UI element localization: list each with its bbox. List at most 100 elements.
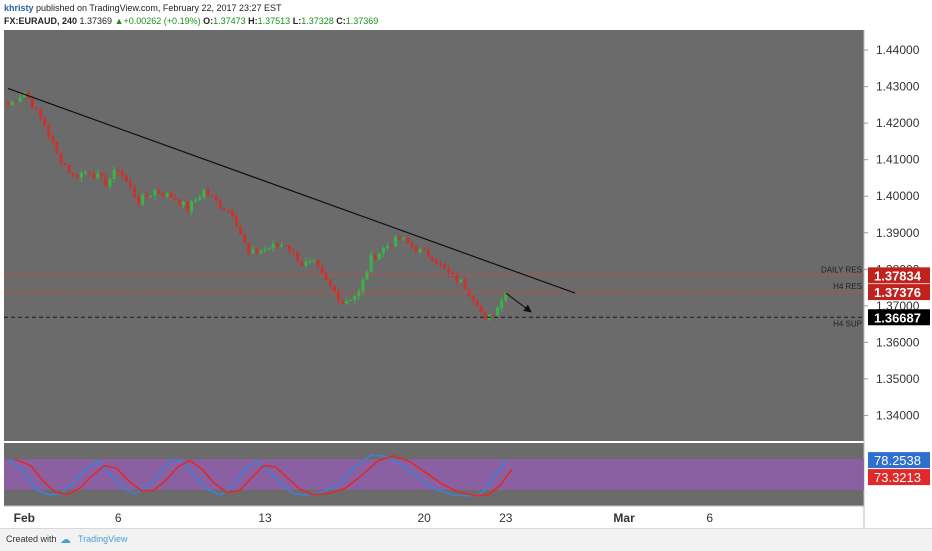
bull-candle-body[interactable] <box>308 260 312 262</box>
bear-candle-body[interactable] <box>247 242 251 254</box>
bear-candle-body[interactable] <box>169 192 173 198</box>
bear-candle-body[interactable] <box>124 176 128 182</box>
bull-candle-body[interactable] <box>190 201 194 212</box>
bear-candle-body[interactable] <box>443 263 447 269</box>
bear-candle-body[interactable] <box>328 280 332 286</box>
bear-candle-body[interactable] <box>71 172 75 175</box>
bear-candle-body[interactable] <box>186 201 190 212</box>
bear-candle-body[interactable] <box>116 170 120 172</box>
stoch-d-line[interactable] <box>14 455 513 497</box>
bear-candle-body[interactable] <box>145 195 149 197</box>
bear-candle-body[interactable] <box>422 248 426 250</box>
bear-candle-body[interactable] <box>128 181 132 188</box>
bull-candle-body[interactable] <box>369 254 373 272</box>
bear-candle-body[interactable] <box>463 279 467 290</box>
bear-candle-body[interactable] <box>6 102 10 105</box>
bear-candle-body[interactable] <box>434 260 438 264</box>
bear-candle-body[interactable] <box>51 136 55 143</box>
bull-candle-body[interactable] <box>194 200 198 202</box>
bull-candle-body[interactable] <box>84 172 88 174</box>
bear-candle-body[interactable] <box>75 174 79 178</box>
bull-candle-body[interactable] <box>141 195 145 205</box>
bear-candle-body[interactable] <box>88 172 92 174</box>
bear-candle-body[interactable] <box>398 236 402 239</box>
author-name[interactable]: khristy <box>4 3 34 13</box>
bear-candle-body[interactable] <box>426 249 430 257</box>
bear-candle-body[interactable] <box>206 189 210 196</box>
bear-candle-body[interactable] <box>483 311 487 320</box>
bull-candle-body[interactable] <box>496 307 500 316</box>
bear-candle-body[interactable] <box>373 254 377 260</box>
bull-candle-body[interactable] <box>267 247 271 249</box>
bear-candle-body[interactable] <box>336 291 340 301</box>
bull-candle-body[interactable] <box>263 248 267 251</box>
bull-candle-body[interactable] <box>345 301 349 304</box>
bear-candle-body[interactable] <box>230 210 234 216</box>
bear-candle-body[interactable] <box>296 251 300 262</box>
bear-candle-body[interactable] <box>275 243 279 246</box>
bear-candle-body[interactable] <box>479 306 483 312</box>
bull-candle-body[interactable] <box>381 248 385 254</box>
bear-candle-body[interactable] <box>283 245 287 247</box>
bear-candle-body[interactable] <box>492 314 496 316</box>
down-arrow[interactable] <box>505 292 532 313</box>
bull-candle-body[interactable] <box>165 192 169 197</box>
bear-candle-body[interactable] <box>63 163 67 166</box>
bull-candle-body[interactable] <box>385 246 389 249</box>
bear-candle-body[interactable] <box>161 193 165 197</box>
bear-candle-body[interactable] <box>410 243 414 247</box>
bear-candle-body[interactable] <box>157 190 161 194</box>
bull-candle-body[interactable] <box>418 248 422 253</box>
bear-candle-body[interactable] <box>332 285 336 292</box>
bull-candle-body[interactable] <box>304 261 308 266</box>
bear-candle-body[interactable] <box>324 273 328 281</box>
bear-candle-body[interactable] <box>30 98 34 109</box>
bull-candle-body[interactable] <box>394 236 398 247</box>
bear-candle-body[interactable] <box>320 266 324 274</box>
price-chart[interactable]: DAILY RES H4 RES H4 SUP 1.44000 1.43000 1.42… <box>0 28 932 528</box>
bear-candle-body[interactable] <box>255 249 259 254</box>
bear-candle-body[interactable] <box>471 295 475 301</box>
bear-candle-body[interactable] <box>173 197 177 200</box>
bear-candle-body[interactable] <box>316 260 320 267</box>
bear-candle-body[interactable] <box>226 210 230 212</box>
bear-candle-body[interactable] <box>390 246 394 248</box>
bear-candle-body[interactable] <box>14 101 18 103</box>
bear-candle-body[interactable] <box>47 125 51 137</box>
bear-candle-body[interactable] <box>234 215 238 227</box>
bull-candle-body[interactable] <box>79 172 83 178</box>
bull-candle-body[interactable] <box>202 189 206 198</box>
bear-candle-body[interactable] <box>100 173 104 177</box>
time-axis[interactable] <box>4 506 864 528</box>
symbol-name[interactable]: FX:EURAUD, 240 <box>4 16 78 26</box>
bull-candle-body[interactable] <box>149 195 153 197</box>
bear-candle-body[interactable] <box>430 256 434 261</box>
bear-candle-body[interactable] <box>43 117 47 126</box>
bear-candle-body[interactable] <box>59 152 63 164</box>
bull-candle-body[interactable] <box>10 101 14 105</box>
bull-candle-body[interactable] <box>361 279 365 292</box>
bear-candle-body[interactable] <box>467 289 471 296</box>
bull-candle-body[interactable] <box>349 299 353 302</box>
bear-candle-body[interactable] <box>132 187 136 197</box>
bear-candle-body[interactable] <box>120 171 124 177</box>
bull-candle-body[interactable] <box>108 179 112 187</box>
bear-candle-body[interactable] <box>438 263 442 265</box>
bear-candle-body[interactable] <box>288 245 292 251</box>
bull-candle-body[interactable] <box>402 237 406 239</box>
bear-candle-body[interactable] <box>475 300 479 307</box>
bear-candle-body[interactable] <box>218 200 222 209</box>
trendline[interactable] <box>7 87 576 294</box>
bear-candle-body[interactable] <box>300 261 304 266</box>
bull-candle-body[interactable] <box>198 197 202 201</box>
bull-candle-body[interactable] <box>259 250 263 254</box>
bear-candle-body[interactable] <box>214 195 218 201</box>
bear-candle-body[interactable] <box>210 195 214 197</box>
bull-candle-body[interactable] <box>459 279 463 282</box>
bear-candle-body[interactable] <box>177 199 181 206</box>
bear-candle-body[interactable] <box>341 300 345 304</box>
bear-candle-body[interactable] <box>137 196 141 205</box>
bull-candle-body[interactable] <box>279 245 283 247</box>
bull-candle-body[interactable] <box>153 190 157 196</box>
bull-candle-body[interactable] <box>18 97 22 102</box>
